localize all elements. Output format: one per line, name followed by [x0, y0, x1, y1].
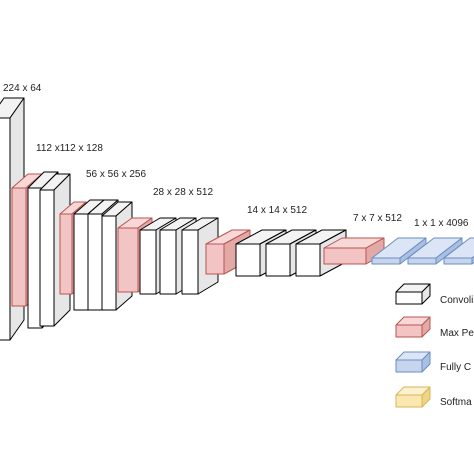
conv-legend-swatch [395, 283, 431, 305]
softmax-legend-swatch [395, 386, 431, 408]
convolution-swatch-icon [395, 283, 431, 305]
legend-item-convolution: Convoli [395, 283, 473, 306]
fully-connected-swatch-icon [395, 351, 431, 373]
label-fc: 1 x 1 x 4096 [414, 218, 469, 229]
fc-legend-swatch [395, 351, 431, 373]
pool-legend-swatch [395, 316, 431, 338]
legend: Convoli Max Pe Fully C Softma [395, 283, 474, 408]
softmax-swatch-icon [395, 386, 431, 408]
legend-label-convolution: Convoli [440, 295, 473, 306]
layer-blocks [0, 97, 474, 341]
legend-label-softmax: Softma [440, 397, 472, 408]
legend-item-fully-connected: Fully C [395, 351, 471, 373]
fc-block-20 [443, 237, 474, 265]
fc-block-18 [371, 237, 427, 265]
label-conv3: 56 x 56 x 256 [86, 169, 146, 180]
legend-item-softmax: Softma [395, 386, 472, 408]
pool-block-17 [323, 237, 385, 265]
legend-label-fully-connected: Fully C [440, 362, 471, 373]
max-pooling-swatch-icon [395, 316, 431, 338]
label-conv4: 28 x 28 x 512 [153, 187, 213, 198]
legend-item-max-pooling: Max Pe [395, 316, 474, 339]
stage-labels: 224 x 64 112 x112 x 128 56 x 56 x 256 28… [3, 83, 469, 229]
label-conv1: 224 x 64 [3, 83, 42, 94]
legend-label-max-pooling: Max Pe [440, 328, 474, 339]
label-conv5: 14 x 14 x 512 [247, 205, 307, 216]
label-conv2: 112 x112 x 128 [36, 143, 103, 154]
label-pool5: 7 x 7 x 512 [353, 213, 402, 224]
